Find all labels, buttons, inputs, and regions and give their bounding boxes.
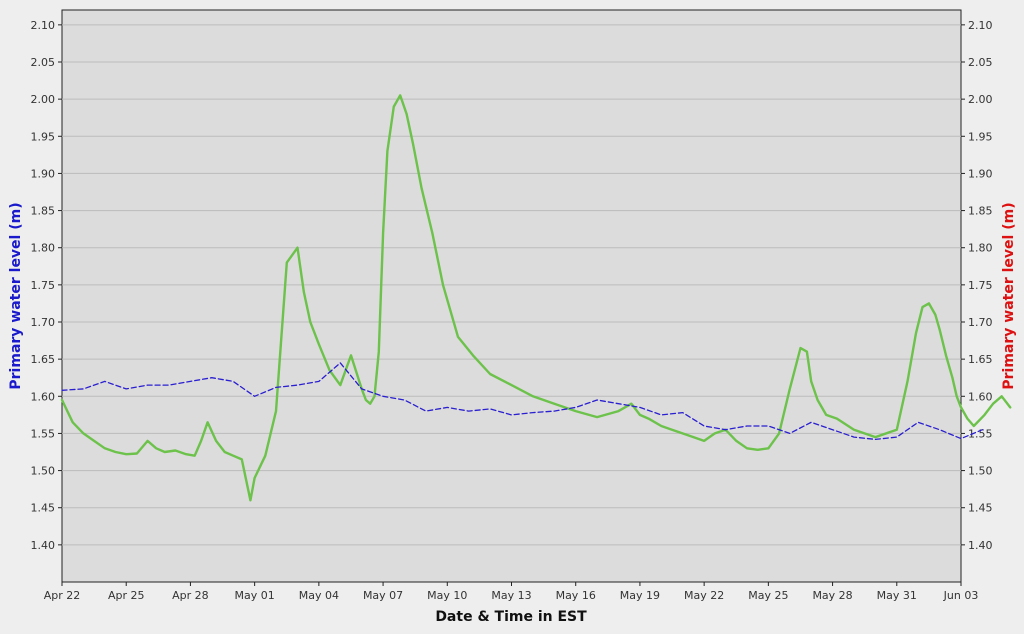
left-tick-label: 1.80	[31, 242, 56, 255]
left-tick-label: 1.90	[31, 167, 56, 180]
x-tick-label: May 10	[427, 589, 467, 602]
left-y-axis-title: Primary water level (m)	[8, 202, 24, 389]
x-axis: Apr 22 Apr 25 Apr 28 May 01 May 04 May 07 May …	[44, 582, 979, 602]
x-tick-label: May 22	[684, 589, 724, 602]
plot-area	[61, 9, 962, 583]
left-tick-label: 1.45	[31, 502, 56, 515]
x-tick-label: May 01	[235, 589, 275, 602]
right-tick-label: 1.60	[968, 390, 993, 403]
x-tick-label: May 07	[363, 589, 403, 602]
x-tick-label: May 25	[748, 589, 788, 602]
right-tick-label: 1.95	[968, 130, 993, 143]
right-tick-label: 1.55	[968, 427, 993, 440]
left-tick-label: 1.70	[31, 316, 56, 329]
right-tick-label: 2.10	[968, 19, 993, 32]
right-tick-label: 2.05	[968, 56, 993, 69]
right-tick-label: 1.85	[968, 205, 993, 218]
right-tick-label: 1.90	[968, 167, 993, 180]
left-tick-label: 1.85	[31, 205, 56, 218]
left-tick-label: 1.65	[31, 353, 56, 366]
series-line-dashed-blue	[61, 362, 984, 441]
x-tick-label: Jun 03	[943, 589, 979, 602]
x-tick-label: May 16	[556, 589, 596, 602]
left-tick-label: 1.50	[31, 465, 56, 478]
series-layer	[60, 94, 1012, 502]
right-tick-label: 1.80	[968, 242, 993, 255]
right-tick-label: 1.70	[968, 316, 993, 329]
left-tick-label: 1.55	[31, 427, 56, 440]
x-axis-title: Date & Time in EST	[435, 609, 587, 625]
left-tick-label: 2.10	[31, 19, 56, 32]
left-y-axis: 1.40 1.45 1.50 1.55 1.60 1.65 1.70 1.75 1.80 1.85…	[31, 19, 62, 552]
right-tick-label: 1.45	[968, 502, 993, 515]
left-tick-label: 2.00	[31, 93, 56, 106]
x-tick-label: May 31	[877, 589, 917, 602]
x-tick-label: May 13	[491, 589, 531, 602]
x-tick-label: Apr 22	[44, 589, 81, 602]
x-tick-label: Apr 25	[108, 589, 145, 602]
right-tick-label: 1.40	[968, 539, 993, 552]
left-tick-label: 1.40	[31, 539, 56, 552]
left-tick-label: 1.95	[31, 130, 56, 143]
grid-lines	[62, 24, 961, 546]
x-tick-label: May 04	[299, 589, 339, 602]
right-y-axis: 1.40 1.45 1.50 1.55 1.60 1.65 1.70 1.75 1.80 1.85…	[961, 19, 993, 552]
x-tick-label: Apr 28	[172, 589, 209, 602]
right-tick-label: 1.50	[968, 465, 993, 478]
x-tick-label: May 19	[620, 589, 660, 602]
right-tick-label: 1.75	[968, 279, 993, 292]
left-tick-label: 1.60	[31, 390, 56, 403]
left-tick-label: 2.05	[31, 56, 56, 69]
right-tick-label: 2.00	[968, 93, 993, 106]
right-y-axis-title: Primary water level (m)	[1001, 202, 1017, 389]
x-tick-label: May 28	[812, 589, 852, 602]
series-line-solid-green	[60, 94, 1012, 502]
left-tick-label: 1.75	[31, 279, 56, 292]
right-tick-label: 1.65	[968, 353, 993, 366]
